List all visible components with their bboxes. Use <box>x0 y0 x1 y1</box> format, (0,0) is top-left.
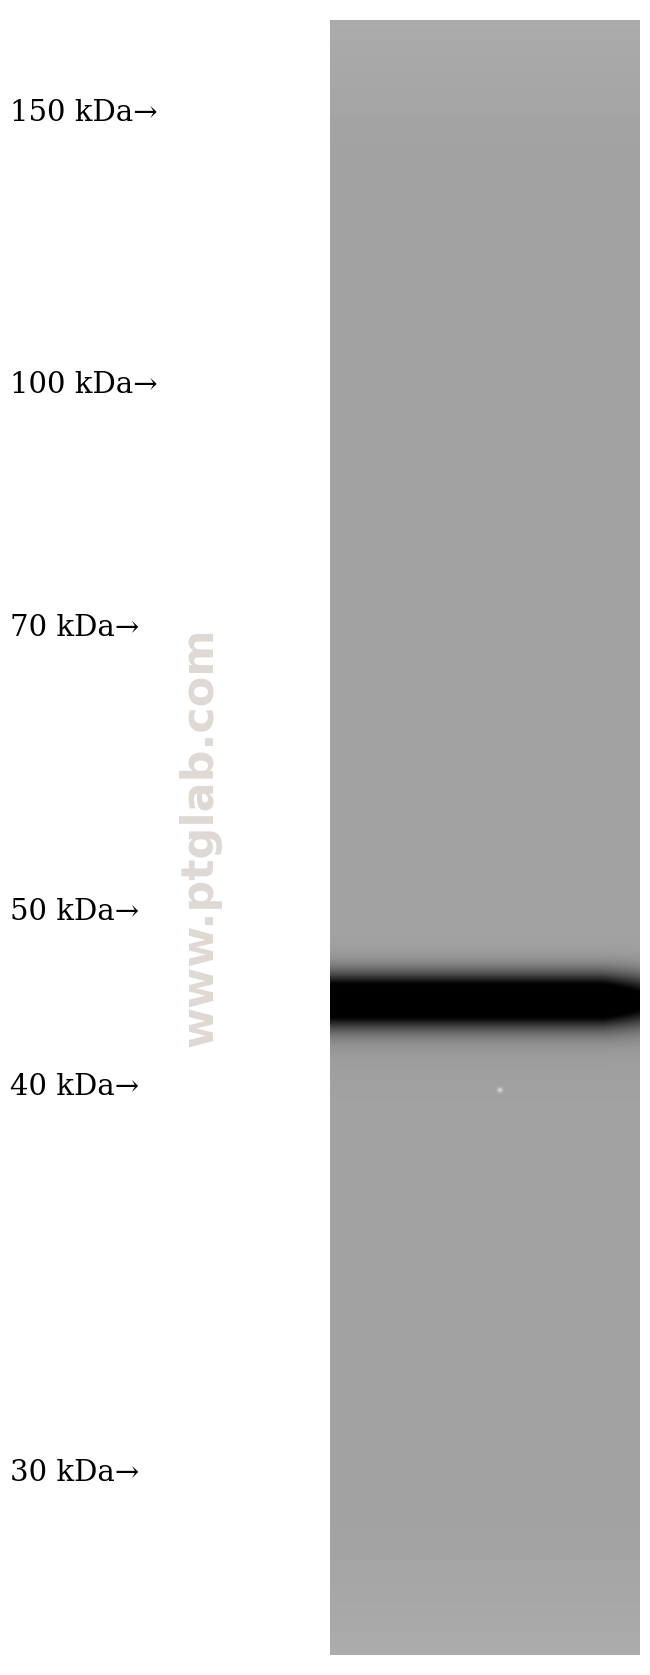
Text: 70 kDa→: 70 kDa→ <box>10 615 139 642</box>
Text: 30 kDa→: 30 kDa→ <box>10 1459 139 1487</box>
Text: 40 kDa→: 40 kDa→ <box>10 1074 139 1100</box>
Text: www.ptglab.com: www.ptglab.com <box>179 628 222 1047</box>
Text: 150 kDa→: 150 kDa→ <box>10 99 157 127</box>
Text: 100 kDa→: 100 kDa→ <box>10 370 157 399</box>
Text: 50 kDa→: 50 kDa→ <box>10 898 139 926</box>
